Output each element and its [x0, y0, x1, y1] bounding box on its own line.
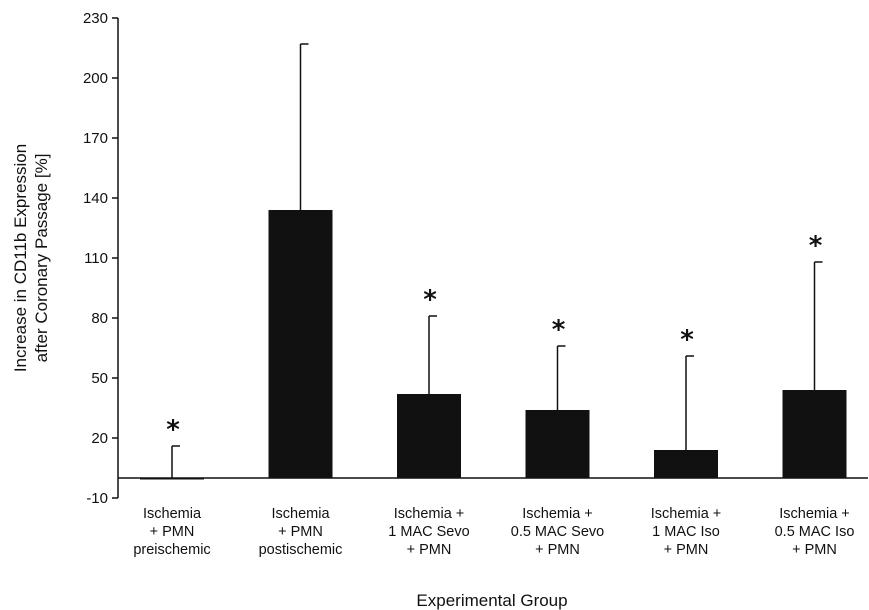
category-label: + PMN: [664, 542, 709, 558]
significance-star: *: [166, 415, 180, 445]
category-label: preischemic: [133, 542, 210, 558]
category-label: Ischemia +: [779, 506, 850, 522]
category-label: 1 MAC Sevo: [388, 524, 469, 540]
bar: [525, 410, 590, 478]
y-tick-label: 140: [83, 190, 108, 207]
y-tick-label: 80: [91, 310, 108, 327]
y-tick-label: 20: [91, 430, 108, 447]
y-tick-label: -10: [86, 490, 108, 507]
significance-star: *: [809, 231, 823, 261]
y-tick-label: 50: [91, 370, 108, 387]
category-label: 0.5 MAC Sevo: [511, 524, 605, 540]
category-label: Ischemia +: [394, 506, 465, 522]
bar: [397, 394, 461, 478]
y-axis: 230 200 170 140 110 80 50 20 -10: [83, 10, 119, 507]
category-label: Ischemia +: [651, 506, 722, 522]
error-bars: [171, 43, 823, 478]
y-axis-label-line-2: after Coronary Passage [%]: [32, 154, 51, 363]
category-label: Ischemia: [143, 506, 202, 522]
significance-star: *: [423, 285, 437, 315]
y-tick-label: 170: [83, 130, 108, 147]
category-label: postischemic: [259, 542, 343, 558]
y-axis-label-line-1: Increase in CD11b Expression: [11, 144, 30, 372]
category-label: Ischemia: [271, 506, 330, 522]
bar: [268, 210, 333, 478]
category-label: + PMN: [150, 524, 195, 540]
significance-markers: * * * * *: [166, 231, 823, 445]
y-tick-label: 230: [83, 10, 108, 27]
category-label: + PMN: [278, 524, 323, 540]
category-label: + PMN: [407, 542, 452, 558]
y-tick-label: 200: [83, 70, 108, 87]
category-label: + PMN: [792, 542, 837, 558]
y-tick-label: 110: [84, 250, 108, 267]
bar: [654, 450, 718, 478]
category-label: Ischemia +: [522, 506, 593, 522]
category-label: 0.5 MAC Iso: [775, 524, 855, 540]
category-label: 1 MAC Iso: [652, 524, 720, 540]
bar: [782, 390, 847, 478]
bars: [140, 210, 847, 480]
x-axis-label: Experimental Group: [416, 591, 567, 610]
category-labels: Ischemia + PMN preischemic Ischemia + PMN pos…: [133, 506, 854, 558]
category-label: + PMN: [535, 542, 580, 558]
significance-star: *: [680, 325, 694, 355]
significance-star: *: [552, 315, 566, 345]
bar: [140, 478, 204, 480]
